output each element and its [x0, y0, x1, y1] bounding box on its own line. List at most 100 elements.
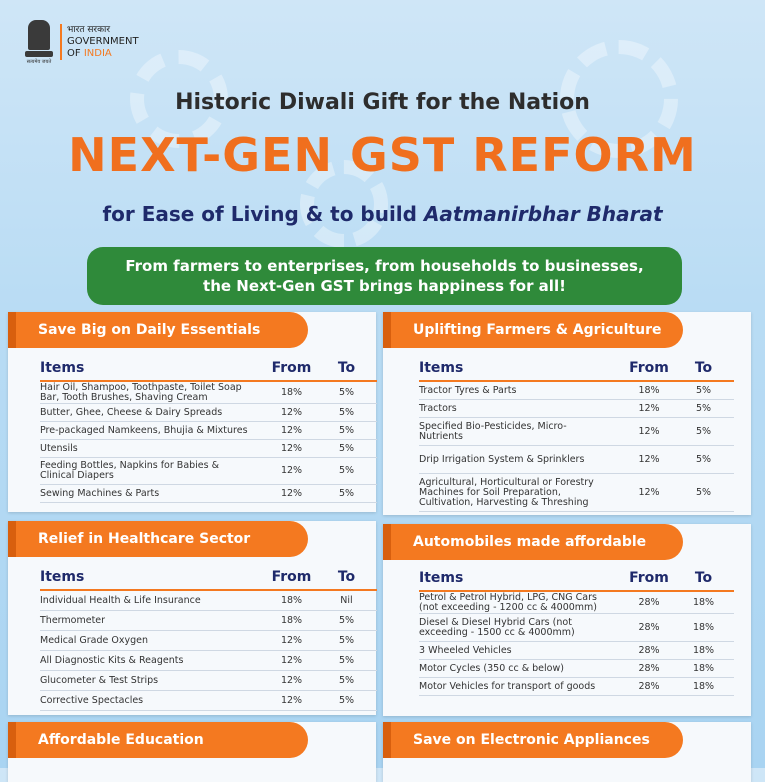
cell-to: 18% [692, 621, 715, 633]
cell-item: Individual Health & Life Insurance [40, 594, 201, 606]
column-header-to: To [694, 360, 713, 376]
cell-item: 3 Wheeled Vehicles [419, 644, 512, 656]
cell-to: 5% [338, 487, 355, 499]
section-panel: Save Big on Daily Essentials Items From To H… [8, 312, 377, 512]
table-row: Agricultural, Horticultural or Forestry … [419, 474, 734, 512]
table-row: Motor Cycles (350 cc & below) 28% 18% [419, 660, 734, 678]
table-row: Specified Bio-Pesticides, Micro-Nutrient… [419, 418, 734, 446]
cell-to: 18% [692, 596, 715, 608]
cell-item: Glucometer & Test Strips [40, 674, 159, 686]
cell-item: Hair Oil, Shampoo, Toothpaste, Toilet So… [40, 381, 242, 403]
table-header: Items From To [40, 569, 377, 591]
cell-from: 12% [638, 402, 660, 414]
column-header-to: To [337, 360, 356, 376]
column-header-from: From [271, 569, 312, 585]
cell-item: Sewing Machines & Parts [40, 487, 160, 499]
logo-line2: OF INDIA [67, 48, 112, 59]
table-row: Petrol & Petrol Hybrid, LPG, CNG Cars (n… [419, 592, 734, 614]
cell-from: 28% [638, 680, 660, 692]
table-header: Items From To [40, 360, 377, 382]
cell-to: 18% [692, 644, 715, 656]
cell-to: 5% [338, 674, 355, 686]
table-row: Hair Oil, Shampoo, Toothpaste, Toilet So… [40, 382, 377, 404]
section-panel: Relief in Healthcare Sector Items From To In… [8, 521, 377, 715]
table-row: Diesel & Diesel Hybrid Cars (not exceedi… [419, 614, 734, 642]
cell-from: 18% [280, 386, 303, 398]
section-panel: Save on Electronic Appliances [383, 722, 751, 782]
column-header-from: From [271, 360, 312, 376]
table-row: Tractors 12% 5% [419, 400, 734, 418]
banner-line1: From farmers to enterprises, from househ… [125, 257, 644, 275]
cell-from: 12% [280, 634, 303, 646]
section-title: Save on Electronic Appliances [383, 722, 683, 758]
table-row: Individual Health & Life Insurance 18% Nil [40, 591, 377, 611]
table-row: Medical Grade Oxygen 12% 5% [40, 631, 377, 651]
cell-to: 5% [338, 406, 355, 418]
table-row: 3 Wheeled Vehicles 28% 18% [419, 642, 734, 660]
cell-from: 18% [280, 594, 303, 606]
emblem-motto: सत्यमेव जयते [26, 59, 52, 65]
cell-from: 28% [638, 621, 660, 633]
cell-from: 12% [280, 487, 303, 499]
banner-line2: the Next-Gen GST brings happiness for al… [203, 277, 566, 295]
section-title: Relief in Healthcare Sector [8, 521, 308, 557]
national-emblem-icon: सत्यमेव जयते [24, 20, 54, 65]
cell-to: 5% [338, 654, 355, 666]
table-row: Utensils 12% 5% [40, 440, 377, 458]
cell-to: 18% [692, 680, 715, 692]
column-header-to: To [337, 569, 356, 585]
table-row: Drip Irrigation System & Sprinklers 12% 5% [419, 446, 734, 474]
cell-from: 12% [280, 424, 303, 436]
cell-item: Drip Irrigation System & Sprinklers [419, 453, 585, 465]
section-title: Affordable Education [8, 722, 308, 758]
cell-item: Tractors [419, 402, 457, 414]
cell-from: 12% [638, 486, 660, 498]
cell-to: 5% [338, 424, 355, 436]
cell-item: Thermometer [40, 614, 106, 626]
table-row: Butter, Ghee, Cheese & Dairy Spreads 12% 5… [40, 404, 377, 422]
logo-line1: GOVERNMENT [67, 36, 139, 47]
table-header: Items From To [419, 570, 734, 592]
cell-to: 5% [695, 453, 712, 465]
section-panel: Uplifting Farmers & Agriculture Items From… [383, 312, 751, 515]
page-headline: NEXT-GEN GST REFORM [68, 128, 697, 182]
cell-item: Utensils [40, 442, 78, 454]
cell-from: 12% [638, 425, 660, 437]
cell-from: 12% [638, 453, 660, 465]
cell-item: Motor Cycles (350 cc & below) [419, 662, 564, 674]
cell-to: 5% [338, 614, 355, 626]
table-row: Sewing Machines & Parts 12% 5% [40, 485, 377, 503]
table-header: Items From To [419, 360, 734, 382]
cell-from: 28% [638, 596, 660, 608]
table-row: All Diagnostic Kits & Reagents 12% 5% [40, 651, 377, 671]
cell-from: 18% [638, 384, 660, 396]
column-header-from: From [629, 360, 669, 376]
cell-to: 5% [338, 386, 355, 398]
cell-to: 5% [695, 486, 712, 498]
cell-from: 12% [280, 442, 303, 454]
cell-from: 12% [280, 694, 303, 706]
cell-to: 5% [338, 442, 355, 454]
cell-to: 5% [338, 634, 355, 646]
table-row: Glucometer & Test Strips 12% 5% [40, 671, 377, 691]
table-row: Corrective Spectacles 12% 5% [40, 691, 377, 711]
cell-from: 12% [280, 654, 303, 666]
cell-item: Butter, Ghee, Cheese & Dairy Spreads [40, 406, 223, 418]
cell-to: 5% [695, 384, 712, 396]
table-row: Feeding Bottles, Napkins for Babies & Cl… [40, 458, 377, 485]
cell-item: Pre-packaged Namkeens, Bhujia & Mixtures [40, 424, 248, 436]
table-row: Tractor Tyres & Parts 18% 5% [419, 382, 734, 400]
cell-from: 28% [638, 644, 660, 656]
cell-from: 12% [280, 406, 303, 418]
column-header-items: Items [40, 569, 85, 585]
cell-item: Feeding Bottles, Napkins for Babies & Cl… [40, 460, 220, 481]
cell-item: Agricultural, Horticultural or Forestry … [419, 476, 594, 508]
column-header-items: Items [419, 360, 464, 376]
cell-item: Tractor Tyres & Parts [419, 384, 517, 396]
logo-text: भारत सरकार GOVERNMENT OF INDIA [60, 24, 139, 60]
cell-item: Petrol & Petrol Hybrid, LPG, CNG Cars (n… [419, 591, 597, 613]
cell-item: Motor Vehicles for transport of goods [419, 680, 596, 692]
cell-item: Medical Grade Oxygen [40, 634, 149, 646]
cell-to: 5% [338, 694, 355, 706]
cell-from: 12% [280, 465, 303, 476]
